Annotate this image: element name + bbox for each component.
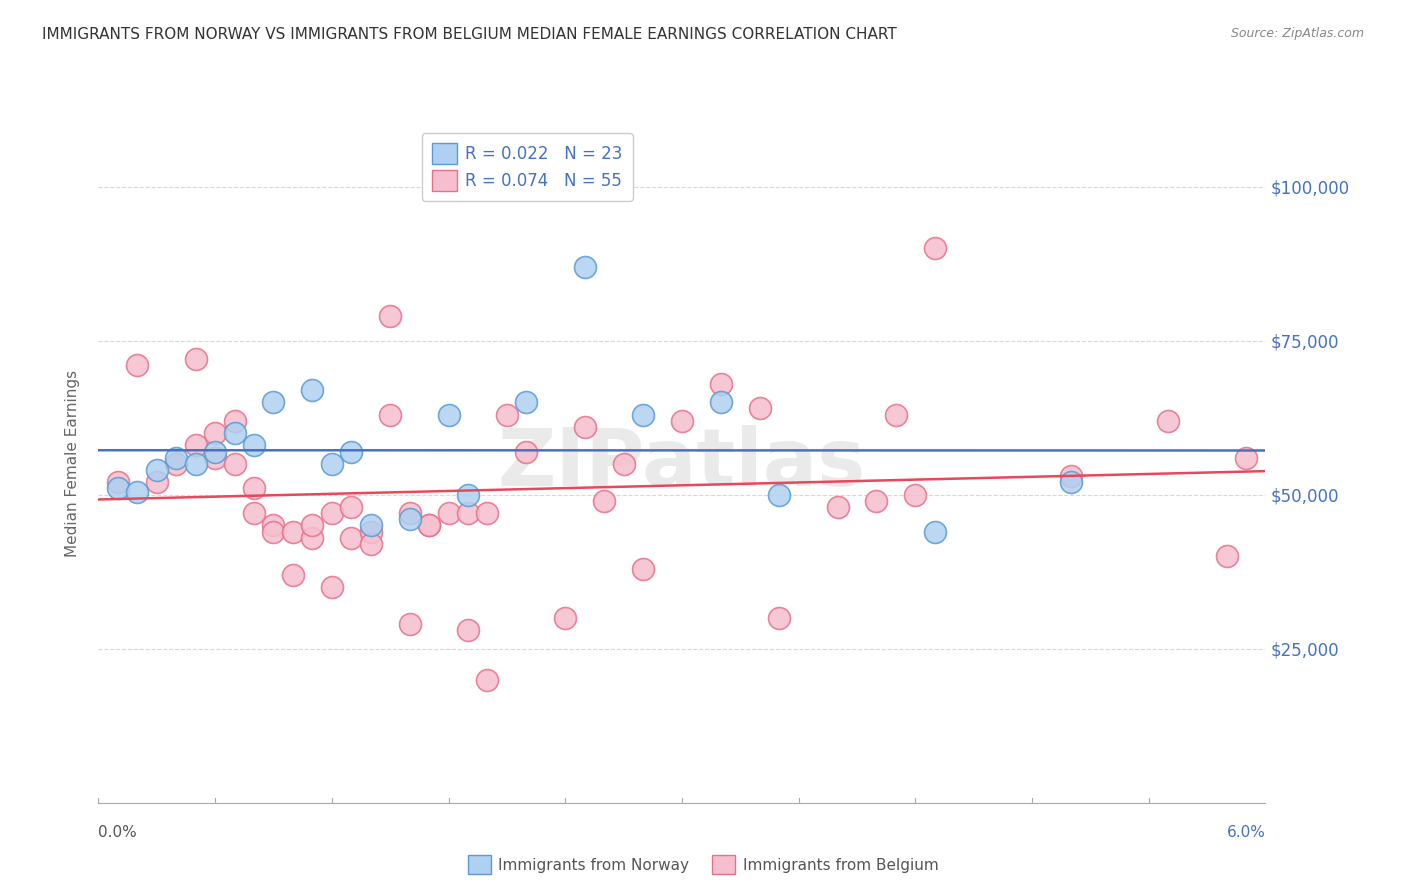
Point (243, 482, 266, 496)
Point (437, 506, 460, 520)
Point (457, 506, 479, 520)
Point (184, 457, 207, 471)
Point (710, 395, 733, 409)
Point (224, 425, 246, 440)
Point (146, 475, 169, 490)
Point (457, 624, 479, 638)
Text: 6.0%: 6.0% (1226, 825, 1265, 840)
Point (398, 506, 420, 520)
Point (165, 457, 187, 471)
Point (554, 611, 576, 625)
Point (360, 518, 382, 533)
Point (515, 444, 537, 458)
Point (671, 414, 693, 428)
Point (378, 408, 402, 422)
Point (281, 524, 304, 539)
Point (378, 309, 402, 323)
Point (477, 506, 499, 520)
Point (184, 438, 207, 452)
Point (418, 518, 440, 533)
Point (360, 524, 382, 539)
Point (768, 611, 790, 625)
Point (827, 500, 849, 514)
Point (924, 241, 946, 255)
Point (360, 537, 382, 551)
Point (204, 450, 226, 465)
Point (262, 518, 284, 533)
Point (865, 493, 887, 508)
Text: ZIPatlas: ZIPatlas (498, 425, 866, 503)
Point (243, 506, 266, 520)
Point (340, 500, 363, 514)
Point (301, 383, 323, 397)
Point (574, 420, 596, 434)
Point (107, 475, 129, 490)
Point (262, 395, 284, 409)
Point (301, 518, 323, 533)
Point (340, 444, 363, 458)
Point (224, 414, 246, 428)
Point (243, 438, 266, 452)
Point (340, 531, 363, 545)
Text: 0.0%: 0.0% (98, 825, 138, 840)
Point (321, 580, 343, 594)
Point (204, 425, 226, 440)
Legend: Immigrants from Norway, Immigrants from Belgium: Immigrants from Norway, Immigrants from … (461, 849, 945, 880)
Point (281, 567, 304, 582)
Point (127, 484, 149, 499)
Point (710, 376, 733, 391)
Y-axis label: Median Female Earnings: Median Female Earnings (65, 370, 80, 558)
Point (904, 488, 927, 502)
Point (477, 673, 499, 687)
Point (224, 457, 246, 471)
Point (321, 457, 343, 471)
Text: IMMIGRANTS FROM NORWAY VS IMMIGRANTS FROM BELGIUM MEDIAN FEMALE EARNINGS CORRELA: IMMIGRANTS FROM NORWAY VS IMMIGRANTS FRO… (42, 27, 897, 42)
Point (262, 524, 284, 539)
Point (924, 524, 946, 539)
Point (1157, 414, 1180, 428)
Text: Source: ZipAtlas.com: Source: ZipAtlas.com (1230, 27, 1364, 40)
Point (184, 352, 207, 367)
Point (398, 617, 420, 632)
Point (437, 408, 460, 422)
Point (398, 512, 420, 526)
Point (1060, 469, 1083, 483)
Point (418, 518, 440, 533)
Point (593, 493, 616, 508)
Point (515, 395, 537, 409)
Point (748, 401, 770, 416)
Point (613, 457, 636, 471)
Point (301, 531, 323, 545)
Legend: R = 0.022   N = 23, R = 0.074   N = 55: R = 0.022 N = 23, R = 0.074 N = 55 (422, 133, 633, 201)
Point (107, 482, 129, 496)
Point (768, 488, 790, 502)
Point (1215, 549, 1237, 564)
Point (884, 408, 907, 422)
Point (631, 408, 654, 422)
Point (496, 408, 519, 422)
Point (127, 358, 149, 372)
Point (1060, 475, 1083, 490)
Point (631, 561, 654, 575)
Point (1234, 450, 1257, 465)
Point (321, 506, 343, 520)
Point (574, 260, 596, 274)
Point (204, 444, 226, 458)
Point (457, 488, 479, 502)
Point (165, 450, 187, 465)
Point (146, 463, 169, 477)
